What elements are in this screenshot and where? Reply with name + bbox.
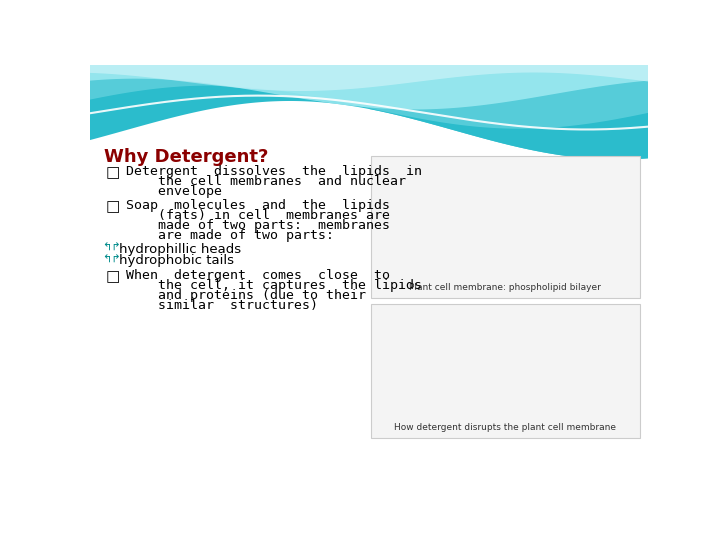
- Text: Detergent  dissolves  the  lipids  in: Detergent dissolves the lipids in: [126, 165, 422, 178]
- Text: Plant cell membrane: phospholipid bilayer: Plant cell membrane: phospholipid bilaye…: [410, 283, 601, 292]
- Text: Soap  molecules  and  the  lipids: Soap molecules and the lipids: [126, 199, 390, 212]
- Polygon shape: [90, 65, 648, 159]
- Text: similar  structures): similar structures): [126, 299, 318, 312]
- Polygon shape: [90, 65, 648, 129]
- Text: How detergent disrupts the plant cell membrane: How detergent disrupts the plant cell me…: [395, 423, 616, 432]
- Text: hydrophillic heads: hydrophillic heads: [120, 242, 242, 255]
- Text: ↰↱: ↰↱: [102, 254, 121, 264]
- Text: are made of two parts:: are made of two parts:: [126, 229, 333, 242]
- Text: the cell, it captures  the lipids: the cell, it captures the lipids: [126, 279, 422, 292]
- Text: □: □: [106, 165, 120, 180]
- Text: □: □: [106, 269, 120, 284]
- Text: When  detergent  comes  close  to: When detergent comes close to: [126, 269, 390, 282]
- Text: the cell membranes  and nuclear: the cell membranes and nuclear: [126, 175, 405, 188]
- Text: (fats) in cell  membranes are: (fats) in cell membranes are: [126, 209, 390, 222]
- Polygon shape: [369, 65, 648, 159]
- Polygon shape: [90, 65, 648, 91]
- FancyBboxPatch shape: [371, 156, 640, 298]
- Text: □: □: [106, 199, 120, 214]
- Text: hydrophobic tails: hydrophobic tails: [120, 254, 235, 267]
- FancyBboxPatch shape: [371, 303, 640, 438]
- Text: ↰↱: ↰↱: [102, 242, 121, 253]
- Text: envelope: envelope: [126, 185, 222, 198]
- Polygon shape: [90, 65, 648, 110]
- Text: and proteins (due to their: and proteins (due to their: [126, 289, 366, 302]
- Text: Why Detergent?: Why Detergent?: [104, 148, 269, 166]
- Text: made of two parts:  membranes: made of two parts: membranes: [126, 219, 390, 232]
